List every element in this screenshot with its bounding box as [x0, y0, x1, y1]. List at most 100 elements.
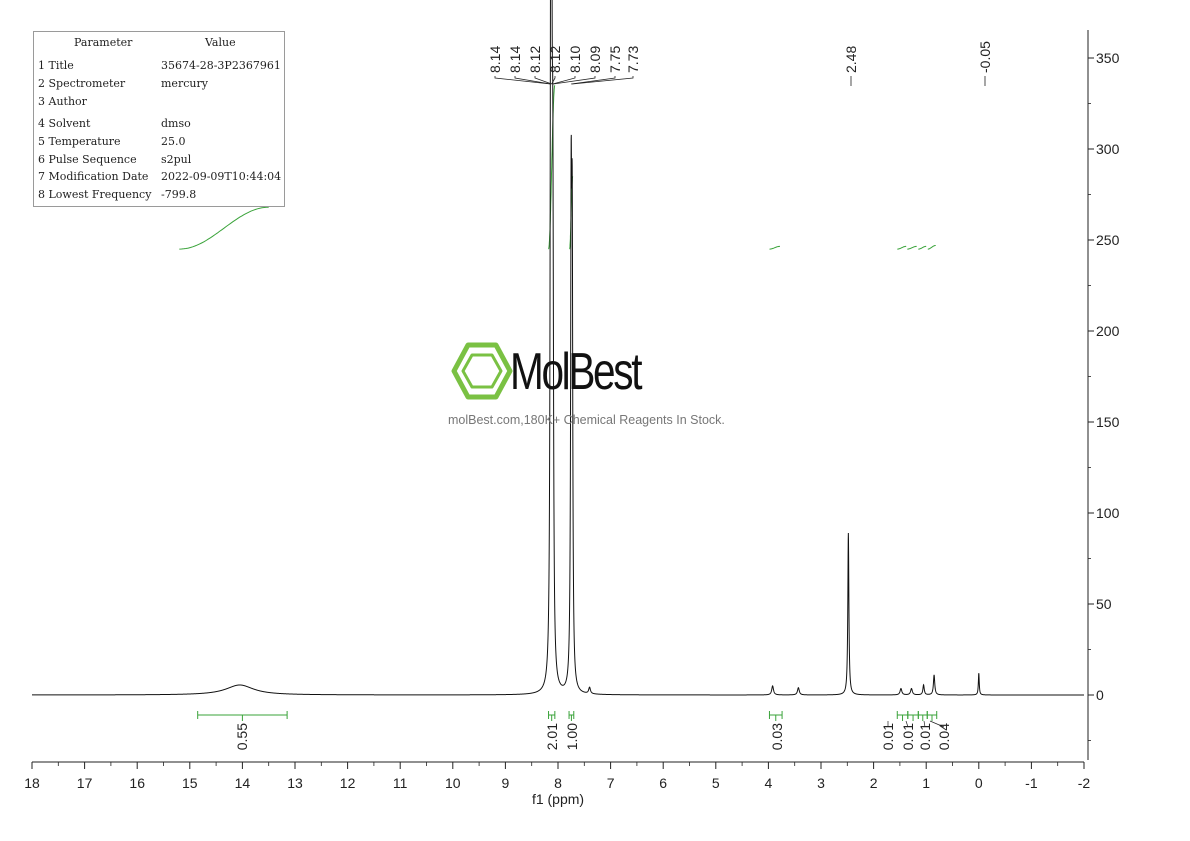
y-tick-label: 350 [1096, 50, 1120, 66]
x-tick-label: 10 [445, 775, 461, 791]
parameter-name: 8 Lowest Frequency [38, 188, 152, 201]
x-tick-label: 12 [340, 775, 356, 791]
integral-bars: 0.55 2.01 1.00 0.03 0.01 0.01 0.01 0.04 [197, 711, 952, 750]
peak-leader [552, 76, 576, 85]
integral-curve [179, 206, 269, 250]
peak-leader [534, 76, 552, 85]
integral-value: 0.55 [234, 723, 250, 750]
y-tick-label: 0 [1096, 687, 1104, 703]
parameter-value: mercury [161, 77, 208, 90]
x-tick-label: 1 [922, 775, 930, 791]
integral-curve [897, 245, 907, 250]
parameter-header: Parameter [74, 36, 133, 49]
parameter-value: -799.8 [161, 188, 197, 201]
integral-curve [548, 85, 556, 250]
peak-label: 7.73 [625, 46, 641, 73]
x-tick-label: 5 [712, 775, 720, 791]
peak-label: 8.12 [547, 46, 563, 73]
peak-label: 8.12 [527, 46, 543, 73]
spectrum-trace [32, 0, 1084, 696]
x-axis-label: f1 (ppm) [532, 791, 584, 807]
parameter-row: 7 Modification Date 2022-09-09T10:44:04 [38, 170, 282, 186]
parameter-row: 1 Title 35674-28-3P2367961 [38, 59, 282, 75]
parameter-row: 3 Author [38, 95, 282, 111]
x-tick-label: 14 [235, 775, 251, 791]
parameter-name: 1 Title [38, 59, 74, 72]
benzene-hexagon-icon [451, 342, 513, 400]
peak-label: 2.48 [843, 46, 859, 73]
integral-value: 0.01 [880, 723, 896, 750]
y-tick-label: 200 [1096, 323, 1120, 339]
parameter-table-header: Parameter Value [34, 36, 284, 50]
peak-label: 8.09 [587, 46, 603, 73]
y-tick-label: 300 [1096, 141, 1120, 157]
integral-curve [769, 245, 780, 250]
parameter-value: dmso [161, 117, 191, 130]
integral-leader [923, 720, 926, 728]
parameter-name: 5 Temperature [38, 135, 121, 148]
parameter-name: 4 Solvent [38, 117, 91, 130]
x-tick-label: 4 [765, 775, 773, 791]
peak-label: 8.14 [507, 46, 523, 73]
x-tick-label: 6 [659, 775, 667, 791]
peak-leader [514, 76, 551, 85]
x-tick-label: 18 [24, 775, 40, 791]
x-tick-label: 9 [502, 775, 510, 791]
spectrum-line [32, 0, 1084, 696]
parameter-row: 5 Temperature 25.0 [38, 135, 282, 151]
x-tick-label: 13 [287, 775, 303, 791]
integral-value: 2.01 [544, 723, 560, 750]
integral-value: 0.01 [917, 723, 933, 750]
parameter-table: Parameter Value 1 Title 35674-28-3P23679… [33, 31, 285, 207]
peak-leader [571, 76, 616, 85]
y-tick-label: 50 [1096, 596, 1112, 612]
peak-label: 8.14 [487, 46, 503, 73]
x-tick-label: 0 [975, 775, 983, 791]
x-tick-label: 2 [870, 775, 878, 791]
parameter-row: 4 Solvent dmso [38, 117, 282, 133]
x-tick-label: -2 [1078, 775, 1091, 791]
parameter-name: 6 Pulse Sequence [38, 153, 137, 166]
x-tick-label: 3 [817, 775, 825, 791]
parameter-row: 6 Pulse Sequence s2pul [38, 153, 282, 169]
x-tick-label: 15 [182, 775, 198, 791]
integral-value: 0.03 [769, 723, 785, 750]
value-header: Value [205, 36, 236, 49]
parameter-value: 35674-28-3P2367961 [161, 59, 281, 72]
peak-leader [572, 76, 634, 85]
x-tick-label: 7 [607, 775, 615, 791]
integral-value: 1.00 [564, 723, 580, 750]
y-axis: 0 50 100 150 200 250 300 350 [1087, 30, 1120, 760]
parameter-name: 3 Author [38, 95, 87, 108]
integral-curve [927, 245, 936, 250]
integral-curve [918, 245, 927, 250]
x-tick-label: 16 [129, 775, 145, 791]
y-tick-label: 250 [1096, 232, 1120, 248]
x-axis: 18 17 16 15 14 13 12 11 10 9 8 7 6 5 4 3 2 1 0 -1 -2 [24, 761, 1091, 791]
integral-leader [929, 720, 945, 728]
parameter-value: 2022-09-09T10:44:04 [161, 170, 282, 183]
x-tick-label: 11 [393, 775, 408, 791]
y-tick-label: 100 [1096, 505, 1120, 521]
x-tick-label: -1 [1025, 775, 1038, 791]
parameter-name: 2 Spectrometer [38, 77, 126, 90]
integral-value: 0.01 [900, 723, 916, 750]
parameter-row: 8 Lowest Frequency -799.8 [38, 188, 282, 204]
integral-curve [907, 245, 917, 250]
y-tick-label: 150 [1096, 414, 1120, 430]
integral-leader [905, 720, 909, 728]
watermark-tagline: molBest.com,180K+ Chemical Reagents In S… [448, 413, 725, 427]
peak-labels: 8.14 8.14 8.12 8.12 8.10 8.09 7.75 7.73 2.48 -0.0… [487, 41, 993, 86]
parameter-value: s2pul [161, 153, 192, 166]
peak-label: -0.05 [977, 41, 993, 73]
parameter-row: 2 Spectrometer mercury [38, 77, 282, 93]
integral-curves [179, 85, 936, 250]
molbest-watermark: MolBest molBest.com,180K+ Chemical Reage… [440, 340, 750, 440]
peak-leader [551, 76, 556, 85]
peak-label: 7.75 [607, 46, 623, 73]
watermark-brand: MolBest [510, 343, 642, 401]
peak-leader [494, 76, 551, 85]
integral-value: 0.04 [936, 723, 952, 750]
x-tick-label: 8 [554, 775, 562, 791]
